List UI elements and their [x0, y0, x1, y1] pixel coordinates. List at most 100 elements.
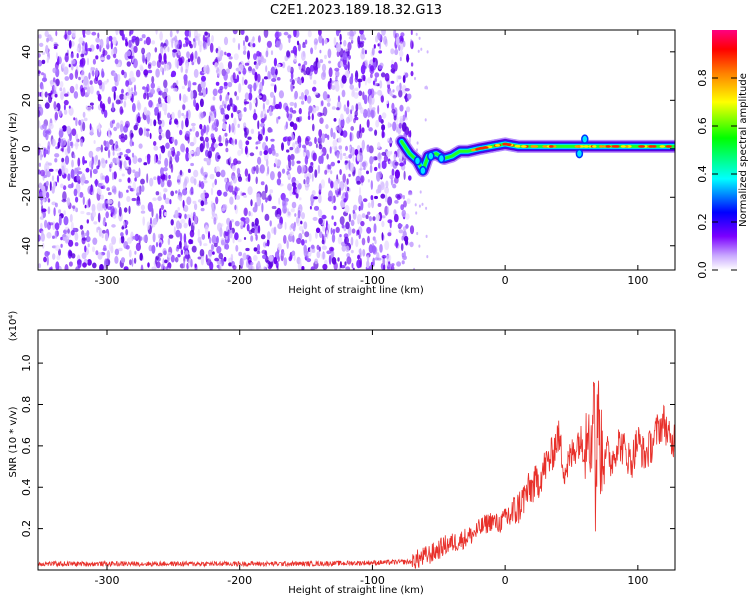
noise-speck	[147, 262, 150, 268]
noise-speck	[325, 124, 329, 130]
noise-speck	[97, 226, 101, 231]
noise-speck	[356, 214, 362, 224]
noise-speck	[71, 30, 76, 38]
noise-speck	[396, 194, 401, 201]
noise-speck	[307, 115, 311, 121]
spectrogram-x-label: Height of straight line (km)	[288, 285, 424, 296]
noise-speck	[381, 151, 387, 156]
noise-speck	[45, 180, 49, 187]
signal-blob	[581, 134, 589, 144]
noise-speck	[126, 92, 132, 99]
noise-speck	[88, 150, 94, 158]
noise-speck	[287, 65, 292, 73]
noise-speck	[45, 130, 51, 134]
noise-speck	[396, 85, 400, 92]
noise-speck	[38, 143, 41, 147]
noise-speck	[410, 30, 413, 36]
noise-speck	[387, 206, 390, 215]
noise-speck	[321, 100, 324, 107]
noise-speck	[329, 77, 332, 84]
noise-speck	[167, 238, 171, 246]
noise-speck	[361, 47, 365, 55]
noise-speck	[303, 221, 308, 230]
noise-speck	[419, 190, 422, 194]
noise-speck	[367, 211, 371, 215]
noise-speck	[276, 213, 281, 220]
noise-speck	[418, 204, 421, 208]
x-tick-label: -300	[95, 574, 120, 587]
noise-speck	[67, 30, 72, 36]
noise-speck	[75, 117, 78, 127]
noise-speck	[265, 135, 269, 142]
noise-speck	[182, 93, 187, 104]
noise-speck	[57, 141, 60, 149]
noise-speck	[399, 116, 404, 120]
noise-speck	[312, 86, 317, 92]
noise-speck	[62, 87, 66, 96]
noise-speck	[348, 173, 351, 178]
noise-speck	[93, 221, 98, 225]
noise-speck	[366, 254, 370, 262]
noise-speck	[188, 30, 191, 38]
noise-speck	[359, 257, 363, 268]
noise-speck	[140, 178, 145, 185]
noise-speck	[374, 166, 378, 172]
noise-speck	[78, 37, 84, 44]
noise-speck	[319, 59, 324, 64]
noise-speck	[304, 155, 309, 165]
noise-speck	[240, 191, 243, 197]
noise-speck	[228, 262, 233, 267]
noise-speck	[220, 107, 225, 115]
noise-speck	[409, 241, 414, 248]
noise-speck	[287, 34, 292, 39]
noise-speck	[46, 251, 51, 256]
noise-speck	[215, 81, 220, 86]
noise-speck	[327, 223, 330, 231]
noise-speck	[76, 53, 79, 59]
noise-speck	[232, 265, 237, 270]
noise-speck	[158, 90, 163, 96]
noise-speck	[315, 227, 321, 234]
signal-hotspot	[614, 145, 620, 148]
noise-speck	[217, 222, 222, 232]
noise-speck	[262, 254, 267, 259]
noise-speck	[292, 123, 298, 131]
noise-speck	[233, 105, 238, 113]
noise-speck	[101, 68, 104, 78]
noise-speck	[146, 131, 150, 138]
noise-speck	[73, 91, 79, 99]
noise-speck	[301, 229, 304, 235]
noise-speck	[239, 257, 244, 267]
noise-speck	[51, 94, 54, 98]
noise-speck	[225, 235, 228, 240]
noise-speck	[164, 259, 168, 264]
noise-speck	[110, 246, 114, 254]
noise-speck	[273, 95, 276, 106]
noise-speck	[129, 259, 132, 266]
noise-speck	[242, 252, 247, 261]
noise-speck	[48, 168, 54, 172]
noise-speck	[66, 197, 71, 206]
noise-speck	[286, 240, 289, 250]
noise-speck	[177, 109, 182, 119]
noise-speck	[347, 61, 350, 71]
noise-speck	[263, 30, 269, 38]
noise-speck	[410, 62, 414, 67]
noise-speck	[324, 133, 328, 139]
noise-speck	[75, 133, 78, 142]
noise-speck	[54, 244, 60, 251]
noise-speck	[297, 183, 302, 190]
noise-speck	[271, 78, 277, 82]
noise-speck	[372, 57, 376, 63]
noise-speck	[247, 50, 250, 60]
noise-speck	[108, 134, 112, 139]
noise-speck	[372, 236, 376, 241]
noise-speck	[209, 237, 212, 244]
noise-speck	[260, 181, 265, 186]
signal-hotspot	[482, 146, 489, 149]
noise-speck	[53, 45, 58, 50]
noise-speck	[257, 225, 261, 234]
noise-speck	[78, 119, 82, 126]
noise-speck	[369, 264, 373, 270]
noise-speck	[381, 30, 386, 36]
